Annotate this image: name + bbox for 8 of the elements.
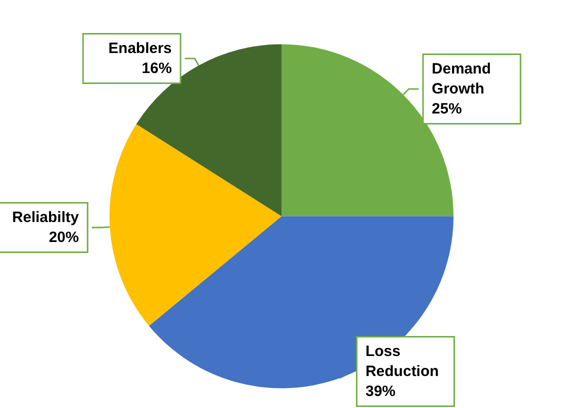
slice-label: Reliabilty (12, 209, 80, 226)
slice-label: Loss Reduction (365, 343, 439, 380)
data-label: 20% (48, 229, 79, 246)
slice-label: Demand Growth (432, 60, 496, 98)
slice-label: Enablers (108, 40, 172, 58)
data-label: 16% (142, 60, 172, 78)
data-label: 39% (365, 383, 396, 400)
data-label: 25% (432, 100, 462, 118)
